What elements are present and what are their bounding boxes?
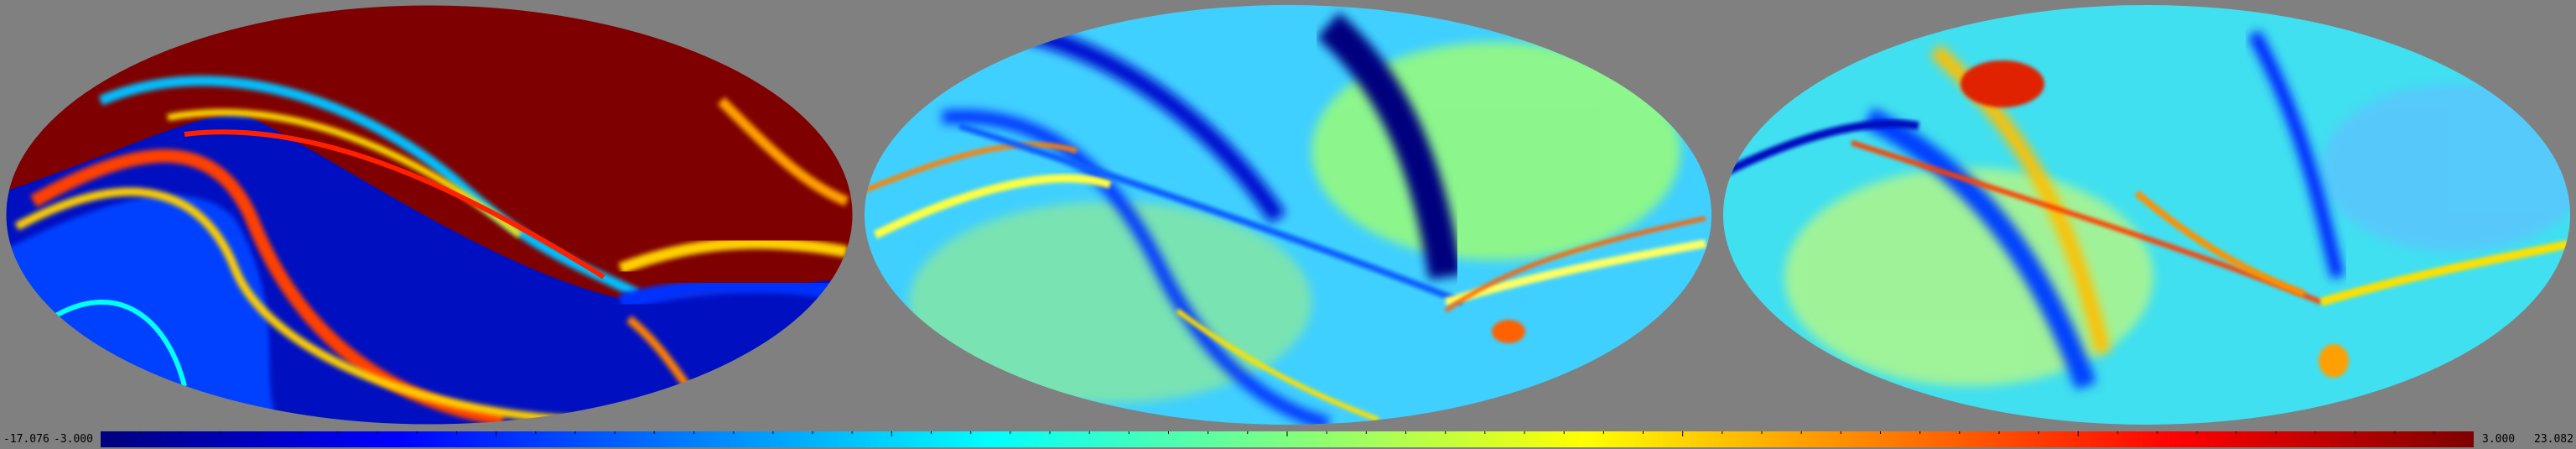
mollweide-map-center	[865, 5, 1711, 425]
colorbar-gradient	[101, 431, 2474, 447]
colorbar-ticks	[139, 431, 2435, 436]
map-panel-left	[0, 0, 859, 430]
map-panel-right	[1717, 0, 2576, 430]
mollweide-map-right	[1723, 5, 2570, 425]
colorbar-min-outer-label: -17.076	[3, 433, 49, 446]
map-panel-center	[859, 0, 1717, 430]
colorbar: -17.076 -3.000 3.000 23.082	[0, 430, 2576, 449]
mollweide-map-left	[5, 4, 854, 426]
colorbar-max-inner-label: 3.000	[2482, 433, 2516, 446]
colorbar-max-outer-label: 23.082	[2534, 433, 2573, 446]
colorbar-min-inner-label: -3.000	[54, 433, 93, 446]
